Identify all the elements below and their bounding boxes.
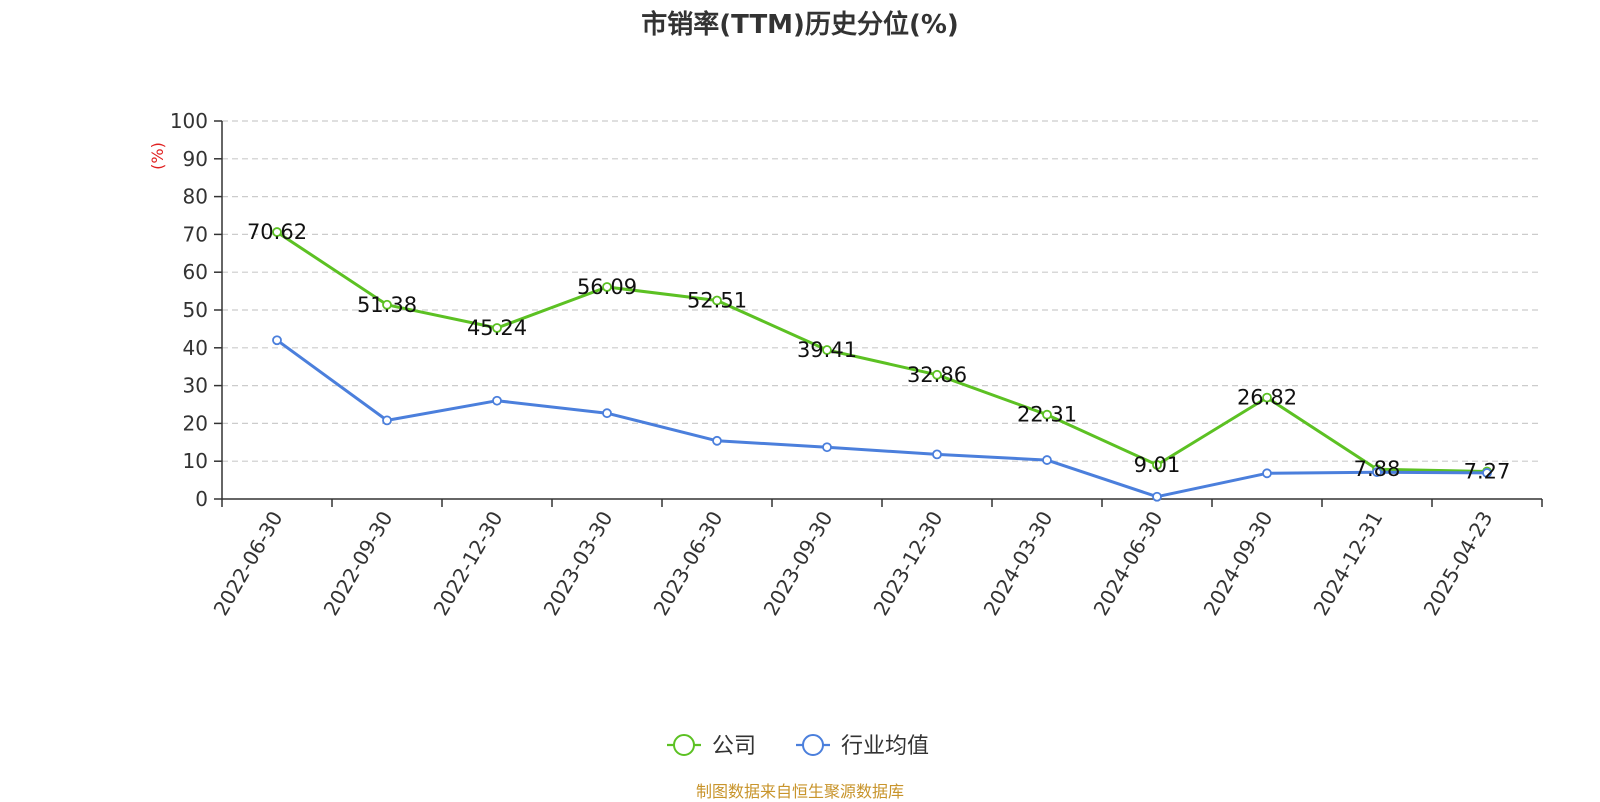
data-point-1 <box>822 442 832 453</box>
data-point-1 <box>382 415 392 426</box>
data-label: 45.24 <box>467 316 527 340</box>
y-tick-label: 80 <box>183 185 208 209</box>
data-source-note: 制图数据来自恒生聚源数据库 <box>695 782 904 801</box>
data-point-1 <box>1262 468 1272 479</box>
x-tick-label: 2023-03-30 <box>538 507 617 620</box>
x-tick-label: 2024-06-30 <box>1088 507 1167 620</box>
x-tick-label: 2024-12-31 <box>1308 507 1387 620</box>
data-point-1 <box>1152 491 1162 502</box>
y-tick-label: 0 <box>195 487 208 511</box>
x-tick-label: 2022-09-30 <box>318 507 397 620</box>
data-point-1 <box>1482 468 1492 478</box>
y-tick-label: 100 <box>170 109 208 133</box>
y-tick-label: 50 <box>183 298 208 322</box>
x-tick-label: 2024-09-30 <box>1198 507 1277 620</box>
y-tick-label: 60 <box>183 260 208 284</box>
data-label: 39.41 <box>797 338 857 362</box>
y-tick-label: 90 <box>183 147 208 171</box>
legend-label: 行业均值 <box>841 734 929 759</box>
data-point-0 <box>1042 409 1052 420</box>
data-label: 70.62 <box>247 220 307 244</box>
x-tick-label: 2025-04-23 <box>1418 507 1497 620</box>
data-point-0 <box>1152 460 1162 470</box>
data-point-0 <box>932 369 942 380</box>
data-point-0 <box>492 323 502 333</box>
x-tick-label: 2022-06-30 <box>208 507 287 620</box>
data-point-1 <box>1372 467 1382 478</box>
data-label: 56.09 <box>577 275 637 299</box>
data-point-1 <box>272 335 282 346</box>
data-point-0 <box>272 227 282 237</box>
data-label: 51.38 <box>357 293 417 317</box>
y-tick-label: 10 <box>183 449 208 473</box>
y-tick-label: 30 <box>183 374 208 398</box>
data-label: 7.88 <box>1354 457 1401 481</box>
data-label: 52.51 <box>687 289 747 313</box>
legend-marker-circle <box>802 734 824 756</box>
data-point-0 <box>712 295 722 306</box>
data-point-1 <box>602 408 612 419</box>
data-point-0 <box>1262 392 1272 403</box>
data-label: 26.82 <box>1237 386 1297 410</box>
x-tick-label: 2024-03-30 <box>978 507 1057 620</box>
y-tick-label: 70 <box>183 222 208 246</box>
x-tick-label: 2022-12-30 <box>428 507 507 620</box>
data-point-1 <box>492 395 502 406</box>
x-tick-label: 2023-12-30 <box>868 507 947 620</box>
y-tick-label: 40 <box>183 336 208 360</box>
data-point-1 <box>1042 455 1052 465</box>
data-point-0 <box>822 345 832 355</box>
data-label: 9.01 <box>1134 453 1181 477</box>
x-tick-label: 2023-06-30 <box>648 507 727 620</box>
data-point-1 <box>712 435 722 446</box>
x-tick-label: 2023-09-30 <box>758 507 837 620</box>
data-point-0 <box>602 282 612 292</box>
legend-marker-circle <box>673 734 695 756</box>
y-axis-unit-label: (%) <box>148 142 167 170</box>
data-label: 22.31 <box>1017 403 1077 427</box>
data-point-1 <box>932 449 942 460</box>
chart-title: 市销率(TTM)历史分位(%) <box>641 10 959 40</box>
series-line-1 <box>276 338 1488 499</box>
series-line-0 <box>276 230 1488 473</box>
y-tick-label: 20 <box>183 411 208 435</box>
data-label: 7.27 <box>1464 460 1511 484</box>
data-point-0 <box>382 299 392 310</box>
data-label: 32.86 <box>907 363 967 387</box>
legend-label: 公司 <box>712 734 756 759</box>
